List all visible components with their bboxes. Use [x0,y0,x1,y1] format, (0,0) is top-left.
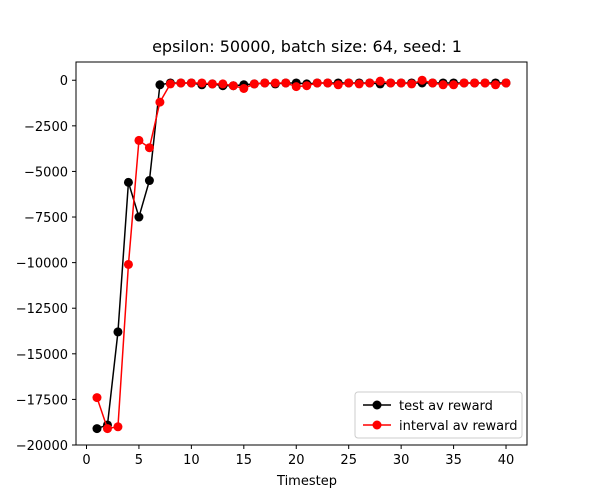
data-point [134,212,144,222]
series-1 [92,78,511,434]
y-tick-label: −17500 [16,393,68,408]
data-point [197,78,207,88]
legend: test av reward interval av reward [354,391,523,439]
plot-axes [75,61,528,446]
data-point [470,78,480,88]
data-point [344,78,354,88]
data-point [291,82,301,92]
legend-item-2: interval av reward [363,419,518,434]
x-tick-label: 0 [82,453,90,468]
series-line [96,82,507,430]
data-point [281,78,291,88]
data-point [459,78,469,88]
data-point [134,135,144,145]
x-tick-label: 10 [183,453,200,468]
data-point [144,176,154,186]
data-point [312,78,322,88]
data-point [396,78,406,88]
data-point [102,424,112,434]
data-point [438,80,448,90]
y-tick-label: −2500 [24,120,68,135]
y-tick-label: −5000 [24,165,68,180]
data-point [186,78,196,88]
series-line [96,79,507,430]
data-point [113,327,123,337]
data-point [323,78,333,88]
series-2 [92,75,511,434]
x-tick-label: 30 [393,453,410,468]
chart-title: epsilon: 50000, batch size: 64, seed: 1 [152,37,462,56]
x-tick-label: 15 [236,453,253,468]
data-point [155,80,165,90]
y-tick-label: 0 [60,74,68,89]
y-tick-label: −12500 [16,302,68,317]
data-point [260,78,270,88]
data-point [270,78,280,88]
legend-item-1: test av reward [363,399,493,414]
data-point [165,79,175,89]
data-point [218,79,228,89]
data-point [239,83,249,93]
x-tick-label: 40 [498,453,515,468]
data-point [491,80,501,90]
data-point [386,78,396,88]
legend-label: interval av reward [399,419,518,434]
data-point [228,81,238,91]
data-point [365,78,375,88]
legend-label: test av reward [399,399,493,414]
data-point [480,78,490,88]
data-point [333,80,343,90]
x-tick-label: 35 [445,453,462,468]
data-point [354,79,364,89]
series-layer [92,75,511,434]
data-point [92,393,102,403]
data-point [123,177,133,187]
data-point [501,78,511,88]
legend-marker [372,400,382,410]
data-point [144,143,154,153]
data-point [407,79,417,89]
plot-frame [75,61,528,446]
data-point [113,422,123,432]
x-axis-label: Timestep [276,474,337,489]
data-point [123,259,133,269]
y-tick-label: −15000 [16,348,68,363]
x-tick-label: 25 [340,453,357,468]
x-tick-label: 5 [135,453,143,468]
legend-marker [372,420,382,430]
data-point [155,97,165,107]
y-tick-label: −10000 [16,257,68,272]
x-tick-label: 20 [288,453,305,468]
data-point [449,80,459,90]
y-tick-label: −20000 [16,439,68,454]
ticks-layer: 0 5 10 15 20 25 30 35 40 0 −2500 −5000 −7500 −10000 −1… [16,74,515,468]
data-point [428,78,438,88]
data-point [375,76,385,86]
data-point [92,424,102,434]
data-point [417,75,427,85]
data-point [176,78,186,88]
data-point [207,79,217,89]
data-point [249,79,259,89]
data-point [302,81,312,91]
legend-box [354,391,523,439]
y-tick-label: −7500 [24,211,68,226]
